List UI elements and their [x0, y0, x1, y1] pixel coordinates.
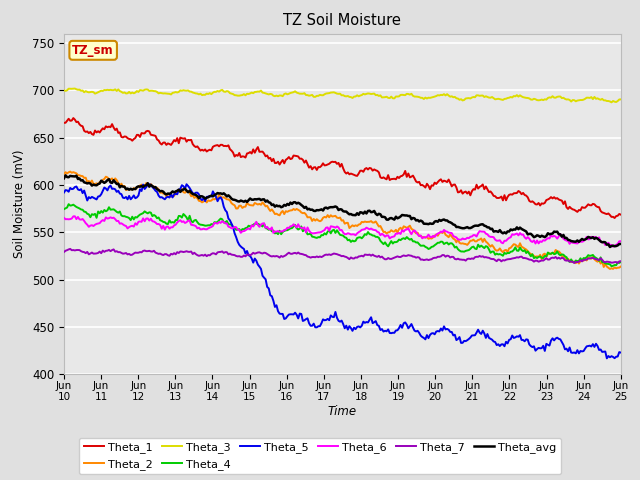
Title: TZ Soil Moisture: TZ Soil Moisture — [284, 13, 401, 28]
Theta_4 — [60, 206, 68, 212]
Theta_5 — [228, 221, 236, 227]
Theta_3 — [130, 90, 138, 96]
Theta_5 — [246, 253, 254, 259]
Theta_5 — [60, 190, 68, 195]
Theta_7 — [246, 252, 254, 258]
Theta_6 — [130, 224, 138, 229]
Theta_1 — [246, 149, 254, 155]
Theta_2 — [305, 215, 313, 220]
Theta_2 — [255, 201, 263, 207]
Theta_2 — [588, 256, 595, 262]
Text: TZ_sm: TZ_sm — [72, 44, 114, 57]
Y-axis label: Soil Moisture (mV): Soil Moisture (mV) — [13, 150, 26, 258]
Theta_1 — [305, 165, 313, 170]
Theta_3 — [246, 91, 254, 96]
Theta_avg — [617, 241, 625, 247]
Theta_3 — [71, 86, 79, 92]
Theta_7 — [589, 255, 596, 261]
Theta_7 — [617, 258, 625, 264]
Theta_4 — [588, 252, 595, 258]
Theta_1 — [60, 120, 68, 126]
Theta_4 — [255, 222, 263, 228]
Theta_7 — [60, 249, 68, 255]
Theta_3 — [305, 93, 313, 98]
Theta_6 — [71, 214, 79, 219]
Line: Theta_1: Theta_1 — [64, 118, 621, 218]
Theta_2 — [246, 202, 254, 208]
Theta_4 — [607, 264, 615, 269]
Theta_1 — [611, 215, 618, 221]
Theta_6 — [246, 227, 254, 232]
Line: Theta_7: Theta_7 — [64, 249, 621, 263]
Theta_7 — [570, 260, 578, 266]
Theta_7 — [255, 250, 263, 255]
Theta_7 — [228, 252, 236, 257]
Theta_4 — [617, 259, 625, 265]
Theta_5 — [145, 181, 153, 187]
Line: Theta_2: Theta_2 — [64, 172, 621, 269]
Line: Theta_avg: Theta_avg — [64, 175, 621, 247]
Theta_2 — [606, 266, 614, 272]
Theta_avg — [60, 175, 68, 181]
Theta_3 — [588, 94, 595, 100]
Theta_avg — [255, 196, 263, 202]
Theta_7 — [305, 254, 313, 260]
Theta_1 — [617, 212, 625, 217]
Theta_3 — [228, 91, 236, 96]
Theta_3 — [617, 96, 625, 102]
Theta_avg — [246, 196, 254, 202]
Theta_6 — [60, 215, 68, 221]
Theta_4 — [228, 222, 236, 228]
Line: Theta_3: Theta_3 — [64, 89, 621, 102]
Theta_7 — [130, 251, 138, 256]
Theta_4 — [65, 201, 72, 207]
Theta_5 — [617, 350, 625, 356]
Theta_avg — [130, 186, 138, 192]
Theta_avg — [606, 244, 614, 250]
Theta_avg — [588, 235, 595, 241]
Theta_4 — [246, 223, 254, 229]
Theta_2 — [60, 171, 68, 177]
Theta_2 — [228, 200, 236, 206]
Theta_6 — [617, 239, 625, 244]
Theta_6 — [588, 234, 595, 240]
X-axis label: Time: Time — [328, 405, 357, 418]
Theta_avg — [305, 206, 313, 212]
Line: Theta_4: Theta_4 — [64, 204, 621, 266]
Theta_4 — [130, 216, 138, 222]
Theta_5 — [129, 195, 136, 201]
Theta_1 — [228, 148, 236, 154]
Legend: Theta_1, Theta_2, Theta_3, Theta_4, Theta_5, Theta_6, Theta_7, Theta_avg: Theta_1, Theta_2, Theta_3, Theta_4, Thet… — [79, 438, 561, 474]
Theta_6 — [305, 228, 313, 234]
Line: Theta_5: Theta_5 — [64, 184, 621, 359]
Theta_5 — [603, 356, 611, 361]
Theta_6 — [228, 226, 236, 231]
Theta_avg — [61, 172, 69, 178]
Theta_5 — [305, 320, 313, 326]
Theta_5 — [588, 344, 595, 349]
Theta_1 — [255, 149, 263, 155]
Theta_4 — [305, 231, 313, 237]
Theta_1 — [130, 136, 138, 142]
Theta_6 — [255, 224, 263, 230]
Theta_3 — [607, 99, 615, 105]
Theta_2 — [130, 185, 138, 191]
Theta_avg — [228, 196, 236, 202]
Line: Theta_6: Theta_6 — [64, 216, 621, 247]
Theta_6 — [609, 244, 617, 250]
Theta_3 — [255, 89, 263, 95]
Theta_7 — [67, 246, 74, 252]
Theta_5 — [255, 264, 263, 269]
Theta_3 — [60, 87, 68, 93]
Theta_2 — [617, 264, 625, 269]
Theta_1 — [70, 115, 77, 121]
Theta_2 — [67, 169, 74, 175]
Theta_1 — [588, 203, 595, 208]
